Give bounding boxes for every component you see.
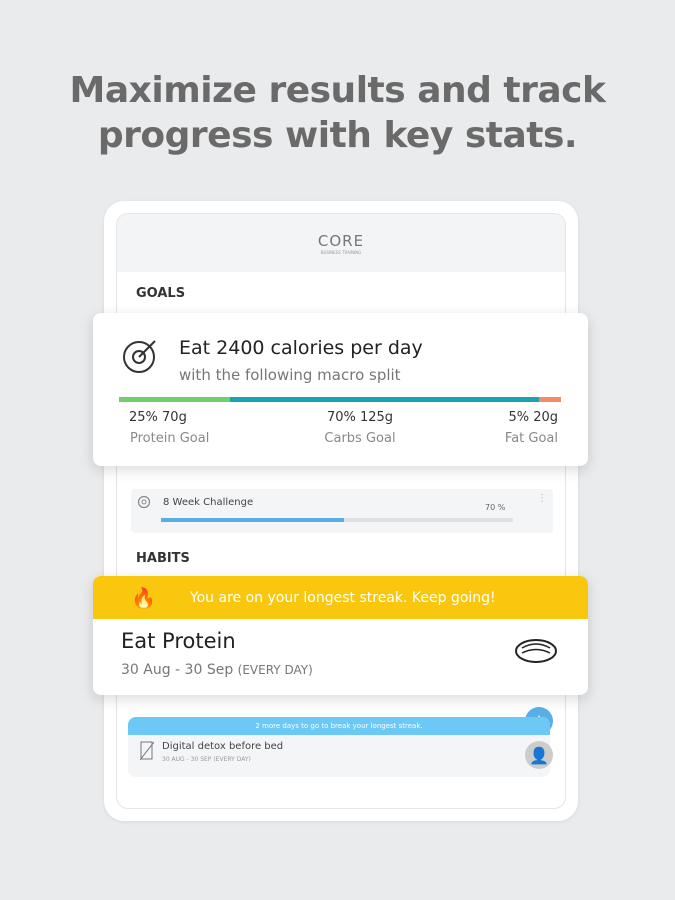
streak-banner: 🔥 You are on your longest streak. Keep g… (93, 576, 588, 619)
avatar[interactable]: 👤 (525, 741, 553, 769)
carbs-goal: 70% 125g Carbs Goal (324, 410, 396, 446)
steak-icon (515, 639, 557, 663)
habit-streak-card[interactable]: 🔥 You are on your longest streak. Keep g… (93, 576, 588, 695)
fat-goal: 5% 20g Fat Goal (504, 410, 558, 446)
target-icon (123, 340, 156, 373)
macro-segment-2 (538, 397, 561, 402)
app-logo: CORE (317, 231, 365, 250)
headline: Maximize results and track progress with… (69, 70, 606, 156)
challenge-name: 8 Week Challenge (163, 497, 254, 508)
challenge-item[interactable]: 8 Week Challenge 70 % ⋮ (131, 489, 553, 533)
challenge-percent: 70 % (485, 503, 506, 512)
target-icon (137, 495, 151, 509)
app-bar: CORE BUSINESS TRAINING (117, 214, 565, 272)
habit-dates: 30 Aug - 30 Sep (EVERY DAY) (121, 662, 313, 678)
goal-title: Eat 2400 calories per day (179, 337, 423, 359)
habits-heading: HABITS (136, 551, 190, 566)
challenge-progress-track (161, 518, 513, 522)
protein-goal: 25% 70g Protein Goal (129, 410, 210, 446)
flame-icon: 🔥 (131, 585, 156, 610)
phone-off-icon (140, 741, 154, 761)
goal-subtitle: with the following macro split (179, 366, 401, 384)
tablet-frame: CORE BUSINESS TRAINING GOALS 8 Week Chal… (104, 201, 578, 821)
more-icon[interactable]: ⋮ (537, 493, 547, 504)
habit-banner: 2 more days to go to break your longest … (128, 717, 550, 735)
challenge-progress-fill (161, 518, 345, 522)
goals-heading: GOALS (136, 286, 186, 301)
app-screen: CORE BUSINESS TRAINING GOALS 8 Week Chal… (116, 213, 566, 809)
macro-split-bar (119, 397, 561, 402)
macro-segment-1 (229, 397, 539, 402)
goal-card[interactable]: Eat 2400 calories per day with the follo… (93, 313, 588, 466)
macro-segment-0 (119, 397, 230, 402)
habit-title: Eat Protein (121, 629, 236, 653)
habit-item[interactable]: 2 more days to go to break your longest … (128, 717, 550, 777)
